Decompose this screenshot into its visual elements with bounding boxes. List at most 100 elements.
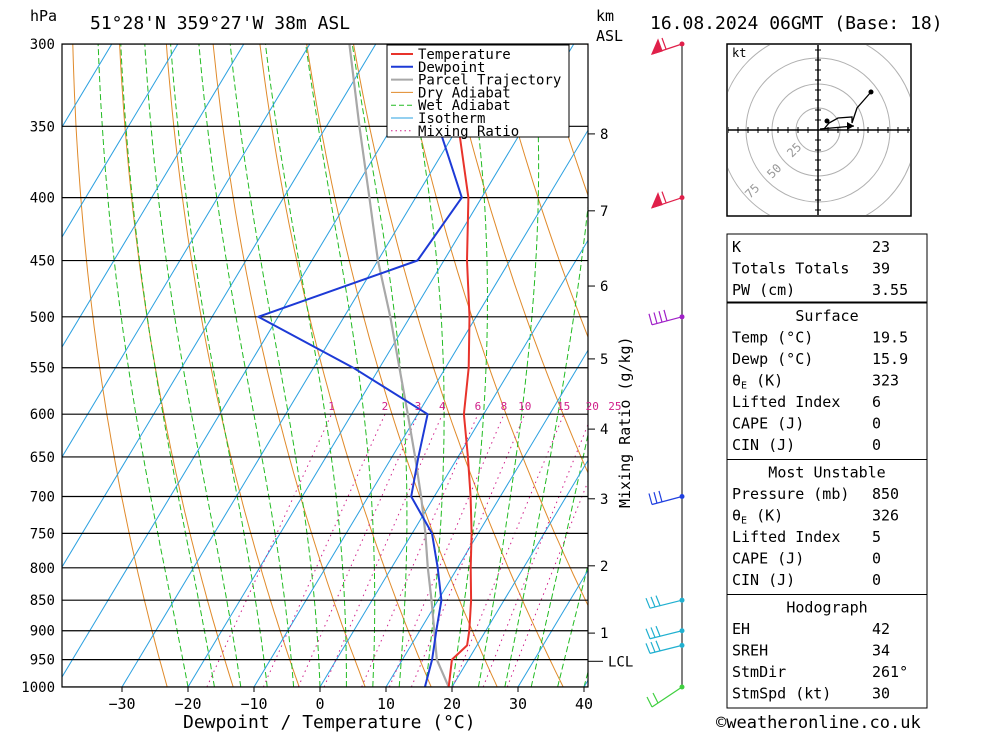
x-tick-label: −20 bbox=[174, 695, 201, 713]
x-tick-label: 40 bbox=[575, 695, 593, 713]
table-row-value: 34 bbox=[872, 642, 890, 660]
mixing-ratio-line bbox=[482, 423, 588, 687]
isotherm-line bbox=[62, 44, 311, 458]
km-tick-label: 7 bbox=[600, 204, 608, 220]
hodograph: 25 50 75 kt bbox=[726, 43, 912, 217]
hpa-unit-label: hPa bbox=[30, 7, 57, 25]
wet-adiabat-line bbox=[557, 563, 588, 687]
mixing-ratio-line bbox=[297, 413, 419, 687]
mixing-ratio-label: 6 bbox=[475, 400, 482, 413]
mixing-ratio-label: 25 bbox=[608, 400, 621, 413]
wind-barb bbox=[646, 684, 685, 708]
pressure-axis: 300 350 400 450 500 550 600 650 700 750 800 850 900 9… bbox=[21, 37, 55, 696]
table-row-label: Dewp (°C) bbox=[732, 350, 813, 368]
mixing-ratio-line bbox=[452, 414, 565, 687]
table-row-label: EH bbox=[732, 620, 750, 638]
wet-adiabat-line bbox=[477, 44, 540, 687]
dry-adiabat-line bbox=[259, 44, 432, 687]
table-row-label: CIN (J) bbox=[732, 571, 795, 589]
isotherms bbox=[62, 44, 588, 687]
wet-adiabat-line bbox=[198, 44, 295, 687]
table-row-label: Lifted Index bbox=[732, 528, 840, 546]
pressure-tick-label: 800 bbox=[30, 561, 55, 577]
wind-barb bbox=[650, 37, 685, 55]
pressure-tick-label: 450 bbox=[30, 254, 55, 270]
isotherm-line bbox=[253, 129, 588, 687]
wet-adiabat-line bbox=[530, 432, 588, 687]
index-label: PW (cm) bbox=[732, 281, 795, 299]
mixing-ratio-label: 3 bbox=[415, 400, 422, 413]
x-tick-label: 30 bbox=[509, 695, 527, 713]
indices-table: K 23 Totals Totals 39 PW (cm) 3.55 Surface Temp… bbox=[726, 233, 928, 709]
wet-adiabat-line bbox=[229, 44, 321, 687]
table-row-value: 30 bbox=[872, 685, 890, 703]
index-value: 39 bbox=[872, 260, 890, 278]
mixing-ratio-labels: 1 2 3 4 6 8 10 15 20 25 bbox=[328, 400, 621, 413]
temperature-axis: −30 −20 −10 0 10 20 30 40 bbox=[108, 687, 593, 713]
isotherm-line bbox=[62, 44, 443, 678]
hodograph-unit: kt bbox=[732, 46, 746, 60]
x-tick-label: 20 bbox=[443, 695, 461, 713]
isotherm-line bbox=[62, 44, 179, 238]
table-row-label: StmSpd (kt) bbox=[732, 685, 831, 703]
wet-adiabats bbox=[97, 44, 588, 687]
dry-adiabat-line bbox=[212, 44, 366, 687]
mixing-ratio-line bbox=[206, 413, 332, 687]
plot-background bbox=[62, 44, 1000, 687]
wind-barb bbox=[650, 191, 685, 209]
dry-adiabat-line bbox=[399, 44, 588, 607]
surface-title: Surface bbox=[795, 307, 858, 325]
isotherm-line bbox=[121, 44, 509, 687]
hodograph-table-title: Hodograph bbox=[786, 599, 867, 617]
km-tick-label: 4 bbox=[600, 422, 608, 438]
wet-adiabat-line bbox=[97, 44, 189, 687]
table-row-label: CIN (J) bbox=[732, 436, 795, 454]
wind-barb bbox=[645, 625, 685, 640]
mixing-ratio-label: 20 bbox=[586, 400, 599, 413]
dry-adiabat-line bbox=[915, 44, 1000, 687]
table-row-value: 6 bbox=[872, 393, 881, 411]
pressure-tick-label: 300 bbox=[30, 37, 55, 53]
pressure-tick-label: 350 bbox=[30, 119, 55, 135]
mixing-ratio-label: 15 bbox=[557, 400, 570, 413]
table-row-value: 261° bbox=[872, 663, 908, 681]
pressure-tick-label: 850 bbox=[30, 593, 55, 609]
mixing-ratio-line bbox=[262, 413, 386, 687]
isotherm-line bbox=[517, 569, 588, 687]
table-row-label: Lifted Index bbox=[732, 393, 840, 411]
mixing-ratio-line bbox=[388, 414, 505, 687]
table-row-value: 0 bbox=[872, 550, 881, 568]
table-row-label: θE (K) bbox=[732, 372, 783, 392]
mixing-ratio-label: 10 bbox=[518, 400, 531, 413]
dry-adiabat-line bbox=[353, 44, 564, 687]
datetime-title: 16.08.2024 06GMT (Base: 18) bbox=[650, 13, 943, 34]
table-row-value: 0 bbox=[872, 415, 881, 433]
pressure-tick-label: 550 bbox=[30, 361, 55, 377]
table-row-value: 42 bbox=[872, 620, 890, 638]
table-row-value: 5 bbox=[872, 528, 881, 546]
km-unit-label: km bbox=[596, 7, 614, 25]
mixing-ratio-label: 1 bbox=[328, 400, 335, 413]
km-tick-label: 2 bbox=[600, 559, 608, 575]
x-axis-title: Dewpoint / Temperature (°C) bbox=[183, 712, 476, 733]
index-label: Totals Totals bbox=[732, 260, 849, 278]
legend-entry: Temperature bbox=[418, 47, 511, 63]
table-row-label: StmDir bbox=[732, 663, 786, 681]
table-row-label: Pressure (mb) bbox=[732, 485, 849, 503]
dewpoint-series bbox=[257, 44, 463, 687]
table-row-value: 19.5 bbox=[872, 329, 908, 347]
wet-adiabat-line bbox=[504, 202, 588, 687]
km-tick-label: 3 bbox=[600, 492, 608, 508]
pressure-tick-label: 400 bbox=[30, 191, 55, 207]
table-row-label: SREH bbox=[732, 642, 768, 660]
dry-adiabat-line bbox=[119, 44, 234, 687]
wind-barb bbox=[645, 640, 685, 654]
legend-entry: Isotherm bbox=[418, 111, 485, 127]
dry-adiabat-line bbox=[493, 44, 588, 339]
plot-frame bbox=[61, 43, 589, 688]
table-row-label: CAPE (J) bbox=[732, 550, 804, 568]
index-label: K bbox=[732, 238, 741, 256]
temperature-series bbox=[447, 44, 473, 687]
isotherm-line bbox=[319, 239, 588, 687]
